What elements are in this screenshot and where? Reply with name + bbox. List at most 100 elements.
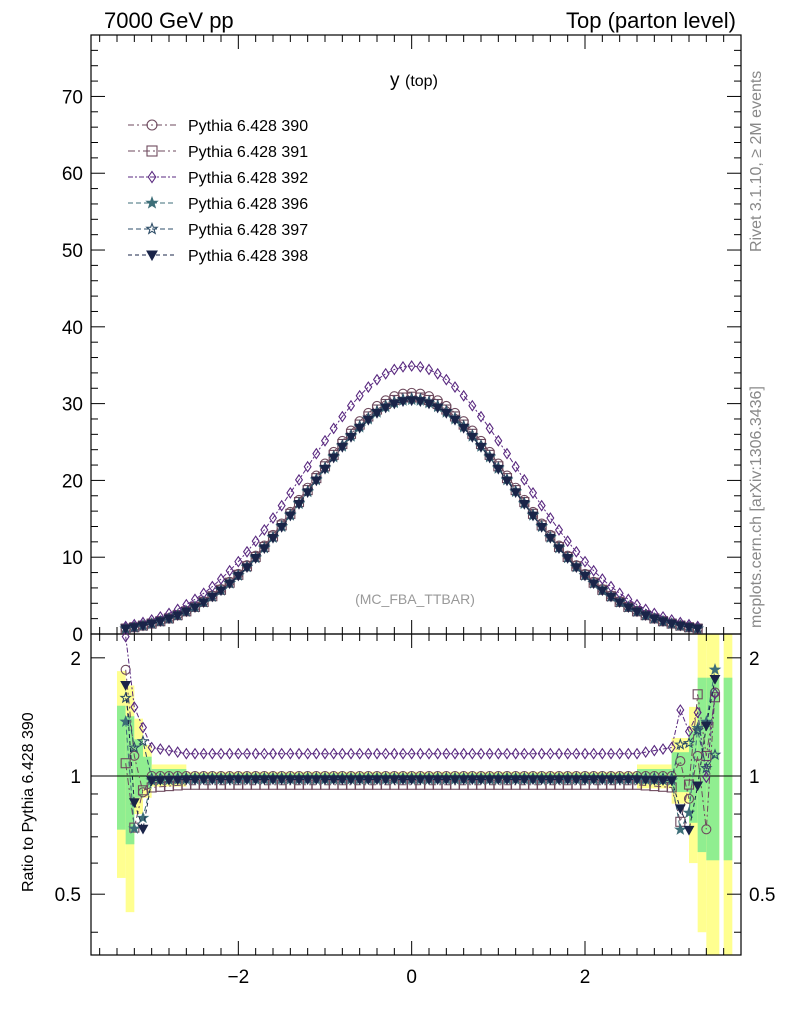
y-tick-label: 30 [62,395,83,416]
data-point [380,775,392,786]
data-point [145,195,159,209]
series-398 [120,396,704,635]
data-point [554,747,564,760]
data-point [216,747,226,760]
data-point [312,747,321,760]
ratio-series-391 [120,689,721,833]
data-point [683,779,695,790]
data-point [241,563,253,573]
data-point [683,623,695,633]
data-point [310,476,322,487]
y-tick-label: 40 [62,318,83,339]
data-point [364,381,373,393]
data-point [119,715,132,728]
data-point [449,415,461,426]
data-point [606,747,616,760]
y-tick-label: 10 [62,548,83,569]
data-point [164,744,174,757]
ratio-tick-label: 0.5 [55,885,81,906]
legend-label: Pythia 6.428 392 [188,170,308,187]
data-point [146,250,158,262]
data-point [163,775,175,786]
data-point [562,775,574,786]
data-point [189,775,201,786]
data-point [579,571,591,582]
data-point [398,747,408,760]
analysis-watermark: (MC_FBA_TTBAR) [355,591,475,607]
data-point [119,691,132,704]
data-point [156,743,165,755]
data-point [632,747,642,760]
x-tick-label: 2 [580,967,591,988]
data-point [484,453,496,464]
data-point [485,422,494,435]
chart-title-sub: (top) [405,73,438,90]
data-point [147,741,156,754]
data-point [251,747,260,760]
data-point [502,447,512,460]
data-point [692,781,704,792]
legend-label: Pythia 6.428 397 [188,222,308,239]
data-point [277,747,286,760]
data-point [657,776,669,786]
data-point [355,389,364,402]
data-point [666,776,678,787]
data-point [475,442,487,453]
data-point [215,775,227,786]
data-point [232,571,244,582]
data-point [494,434,503,447]
data-point [562,554,574,564]
data-point [476,410,486,423]
data-point [691,721,704,734]
data-point [440,409,452,419]
data-point [468,747,477,760]
data-point [128,623,140,633]
data-point [260,523,269,536]
data-point [424,747,434,760]
data-point [580,555,590,568]
data-point [346,747,356,760]
data-point [683,825,695,836]
data-point [554,523,564,536]
data-point [676,704,685,716]
data-point [406,396,418,407]
data-point [501,476,513,487]
data-point [354,775,366,786]
ratio-band-inner [723,677,733,861]
data-point [163,614,175,625]
data-point [494,747,503,760]
data-point [268,512,278,524]
x-tick-label: 0 [406,967,417,988]
data-point [146,619,158,630]
ratio-band-inner [689,731,698,823]
data-point [596,775,608,786]
y-tick-label: 20 [62,471,83,492]
data-point [709,674,721,685]
data-point [433,367,442,380]
data-point [128,821,141,834]
ratio-band-inner [143,756,152,789]
data-point [397,775,409,786]
process-label: Top (parton level) [566,8,736,33]
data-point [329,747,338,760]
data-point [433,747,442,760]
data-point [589,564,598,577]
data-point [416,360,425,373]
y-tick-label: 60 [62,164,83,185]
data-point [693,706,702,719]
data-point [372,373,382,386]
data-point [458,423,470,434]
data-point [492,775,504,786]
legend-item-390: Pythia 6.428 390 [128,118,308,135]
data-point [180,775,192,786]
data-point [146,145,158,157]
data-point [302,488,314,499]
data-point [518,500,530,510]
ratio-tick-label: 1 [70,767,81,788]
data-point [588,579,600,590]
data-point [362,415,374,426]
data-point [666,619,678,630]
data-point [130,701,139,714]
data-point [466,432,478,443]
data-point [225,564,234,577]
